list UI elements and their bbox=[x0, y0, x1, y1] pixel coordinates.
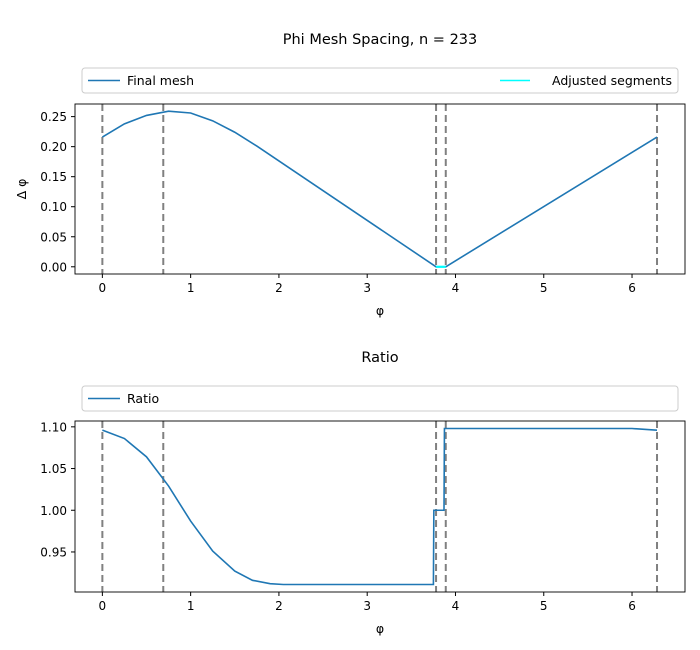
x-tick-label: 5 bbox=[540, 281, 548, 295]
subplot-2: Ratio Ratio 0 1 2 3 4 5 6 0.95 1.00 1.05 1.10 φ bbox=[40, 350, 686, 636]
x-tick-label: 3 bbox=[363, 599, 371, 613]
y-tick-label: 1.10 bbox=[40, 420, 67, 434]
legend-label: Adjusted segments bbox=[552, 73, 672, 88]
series-line-ratio bbox=[102, 427, 658, 586]
legend: Ratio bbox=[81, 385, 679, 412]
x-tick-label: 5 bbox=[540, 599, 548, 613]
legend-label: Ratio bbox=[127, 391, 159, 406]
legend-frame bbox=[81, 67, 679, 94]
subplot-1: Phi Mesh Spacing, n = 233 Final mesh Adjus… bbox=[14, 32, 686, 318]
axes-frame bbox=[74, 420, 686, 593]
x-tick-label: 6 bbox=[628, 281, 636, 295]
chart-title: Phi Mesh Spacing, n = 233 bbox=[283, 32, 478, 48]
x-tick-label: 1 bbox=[187, 281, 195, 295]
y-tick-label: 0.15 bbox=[40, 170, 67, 184]
y-tick-label: 0.95 bbox=[40, 545, 67, 559]
y-tick-label: 1.00 bbox=[40, 504, 67, 518]
x-tick-label: 4 bbox=[452, 599, 460, 613]
legend-frame bbox=[81, 385, 679, 412]
x-tick-label: 1 bbox=[187, 599, 195, 613]
x-tick-label: 0 bbox=[99, 281, 107, 295]
y-tick-label: 1.05 bbox=[40, 462, 67, 476]
x-tick-label: 2 bbox=[275, 281, 283, 295]
series-line-final-mesh bbox=[101, 110, 658, 268]
x-tick-label: 0 bbox=[99, 599, 107, 613]
y-tick-label: 0.20 bbox=[40, 140, 67, 154]
y-axis-label: Δ φ bbox=[14, 179, 29, 200]
legend-label: Final mesh bbox=[127, 73, 194, 88]
axes-frame bbox=[74, 103, 686, 275]
legend: Final mesh Adjusted segments bbox=[81, 67, 679, 94]
y-tick-label: 0.05 bbox=[40, 230, 67, 244]
x-axis-label: φ bbox=[376, 303, 384, 318]
x-tick-label: 3 bbox=[363, 281, 371, 295]
y-tick-label: 0.10 bbox=[40, 200, 67, 214]
x-tick-label: 6 bbox=[628, 599, 636, 613]
x-tick-label: 2 bbox=[275, 599, 283, 613]
x-tick-label: 4 bbox=[452, 281, 460, 295]
x-axis-label: φ bbox=[376, 621, 384, 636]
chart-title: Ratio bbox=[361, 350, 398, 366]
y-tick-label: 0.00 bbox=[40, 260, 67, 274]
y-tick-label: 0.25 bbox=[40, 110, 67, 124]
